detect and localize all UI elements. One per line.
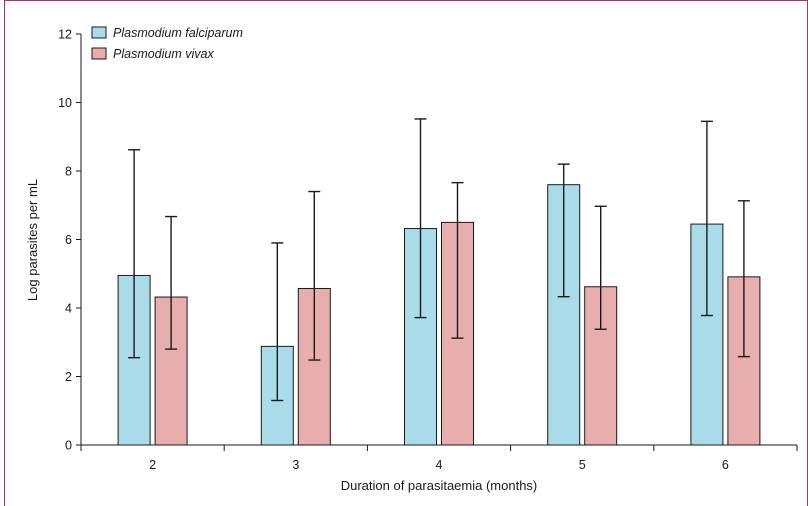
y-axis-ticks: 0 2 4 6 8 10 12 xyxy=(58,28,81,453)
y-tick-label-4: 4 xyxy=(65,302,72,316)
legend: Plasmodium falciparum Plasmodium vivax xyxy=(91,26,243,61)
x-tick-label-3: 3 xyxy=(292,458,299,472)
legend-swatch-vivax xyxy=(91,47,107,60)
x-tick-label-2: 2 xyxy=(149,458,156,472)
y-tick-label-12: 12 xyxy=(58,28,72,42)
x-tick-label-6: 6 xyxy=(722,458,729,472)
y-tick-label-6: 6 xyxy=(65,233,72,247)
error-bars-layer xyxy=(128,118,750,402)
legend-swatch-falciparum xyxy=(91,26,107,39)
bars-layer xyxy=(117,184,761,446)
x-tick-label-4: 4 xyxy=(436,458,443,472)
y-tick-label-8: 8 xyxy=(65,165,72,179)
y-tick-label-2: 2 xyxy=(65,370,72,384)
y-tick-label-0: 0 xyxy=(65,439,72,453)
y-axis-label: Log parasites per mL xyxy=(25,179,40,301)
x-tick-label-5: 5 xyxy=(579,458,586,472)
legend-label-vivax: Plasmodium vivax xyxy=(113,47,214,61)
x-axis-ticks: 2 3 4 5 6 xyxy=(80,445,798,472)
x-axis-label: Duration of parasitaemia (months) xyxy=(341,478,538,493)
legend-label-falciparum: Plasmodium falciparum xyxy=(113,26,243,40)
y-tick-label-10: 10 xyxy=(58,96,72,110)
